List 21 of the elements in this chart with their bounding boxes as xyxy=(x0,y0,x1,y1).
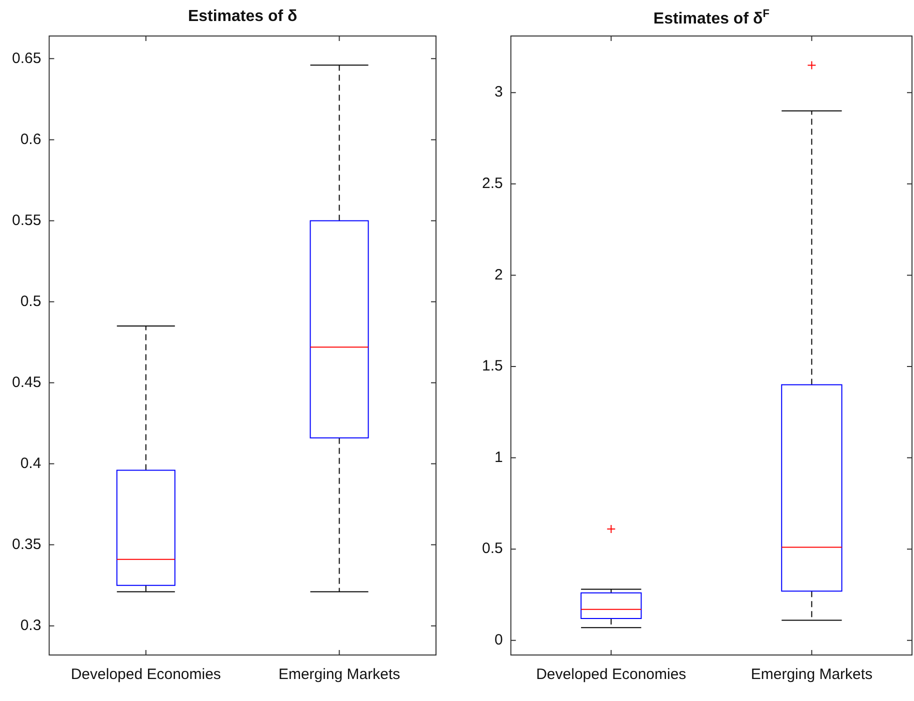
y-tick-label: 0.65 xyxy=(12,50,42,67)
y-tick-label: 0.5 xyxy=(482,540,503,558)
chart-title: Estimates of δ$^{F}$ xyxy=(652,8,770,28)
x-tick-label: Developed Economies xyxy=(536,666,686,684)
y-tick-label: 0.6 xyxy=(20,130,42,148)
y-tick-label: 0.4 xyxy=(20,454,42,472)
x-tick-label: Developed Economies xyxy=(70,666,221,684)
y-tick-label: 1.5 xyxy=(482,358,503,375)
y-tick-label: 3 xyxy=(494,84,503,101)
y-tick-label: 0 xyxy=(494,632,503,649)
y-tick-label: 0.45 xyxy=(12,374,42,391)
y-tick-label: 1 xyxy=(494,448,503,466)
y-tick-label: 2 xyxy=(494,266,503,284)
chart-title: Estimates of δ xyxy=(186,8,298,26)
x-tick-label: Emerging Markets xyxy=(278,666,400,684)
y-tick-label: 0.3 xyxy=(20,616,42,634)
y-tick-label: 2.5 xyxy=(482,175,503,192)
y-tick-label: 0.35 xyxy=(12,536,42,553)
x-tick-label: Emerging Markets xyxy=(750,666,873,684)
y-tick-label: 0.5 xyxy=(20,292,42,310)
y-tick-label: 0.55 xyxy=(12,212,42,229)
